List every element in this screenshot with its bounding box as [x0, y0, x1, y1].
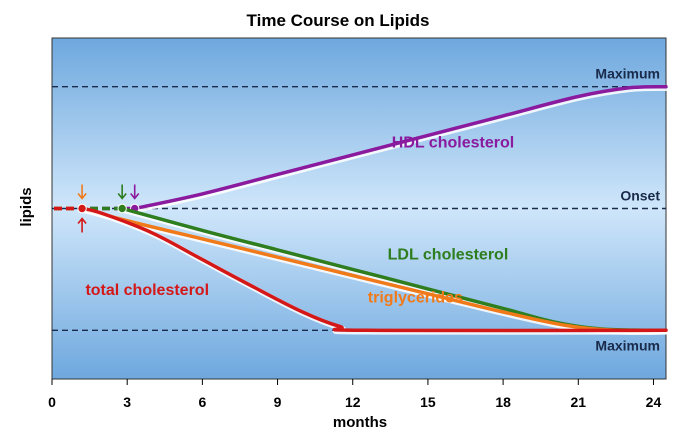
x-tick-label: 15 [420, 394, 436, 410]
x-tick-label: 12 [345, 394, 361, 410]
x-tick-label: 21 [570, 394, 586, 410]
x-axis: 0 3 6 9 12 15 18 21 24 [48, 379, 661, 410]
ldl-cholesterol-label: LDL cholesterol [388, 247, 509, 264]
hdl-cholesterol-line [132, 84, 668, 211]
x-tick-label: 24 [646, 394, 662, 410]
y-axis-label: lipids [18, 187, 35, 226]
chart-title: Time Course on Lipids [247, 11, 430, 30]
x-tick-label: 0 [48, 394, 56, 410]
reference-label: Maximum [595, 66, 660, 82]
total-cholesterol-label: total cholesterol [85, 282, 209, 299]
ldl-onset-arrow-icon [117, 184, 127, 200]
series-labels: HDL cholesterol LDL cholesterol triglyceri… [85, 135, 514, 307]
x-tick-label: 6 [198, 394, 206, 410]
onset-arrows [77, 184, 140, 233]
hdl-onset-arrow-icon [130, 184, 140, 200]
reference-label: Maximum [595, 337, 660, 353]
x-tick-label: 3 [123, 394, 131, 410]
x-axis-label: months [333, 414, 387, 431]
ldl-cholesterol-onset-marker [117, 203, 127, 214]
total-cholesterol-onset-marker [77, 203, 87, 214]
triglycerides-line [80, 206, 668, 333]
total-cholesterol-onset-arrow-icon [77, 217, 87, 233]
reference-label: Onset [620, 188, 660, 204]
hdl-cholesterol-label: HDL cholesterol [392, 135, 514, 152]
x-tick-label: 18 [495, 394, 511, 410]
reference-lines: Maximum Onset Maximum [52, 66, 666, 353]
series-layer [54, 84, 670, 335]
triglycerides-label: triglycerides [368, 289, 463, 306]
x-tick-label: 9 [274, 394, 282, 410]
total-cholesterol-line [80, 206, 668, 333]
triglycerides-onset-arrow-icon [77, 184, 87, 200]
